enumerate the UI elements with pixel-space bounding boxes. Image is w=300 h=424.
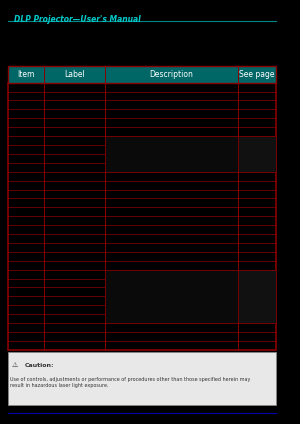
Text: Label: Label xyxy=(64,70,85,79)
Text: Use of controls, adjustments or performance of procedures other than those speci: Use of controls, adjustments or performa… xyxy=(11,377,251,388)
Bar xyxy=(238,270,276,323)
Text: Caution:: Caution: xyxy=(25,363,54,368)
Text: Description: Description xyxy=(150,70,194,79)
Text: See page: See page xyxy=(239,70,275,79)
Bar xyxy=(8,83,276,350)
Bar xyxy=(105,136,238,172)
Text: Item: Item xyxy=(17,70,34,79)
Text: ⚠: ⚠ xyxy=(12,362,18,368)
Text: DLP Projector—User's Manual: DLP Projector—User's Manual xyxy=(14,15,141,24)
Bar xyxy=(238,136,276,172)
Bar xyxy=(105,270,238,323)
Bar xyxy=(8,66,276,83)
Bar xyxy=(8,352,276,405)
